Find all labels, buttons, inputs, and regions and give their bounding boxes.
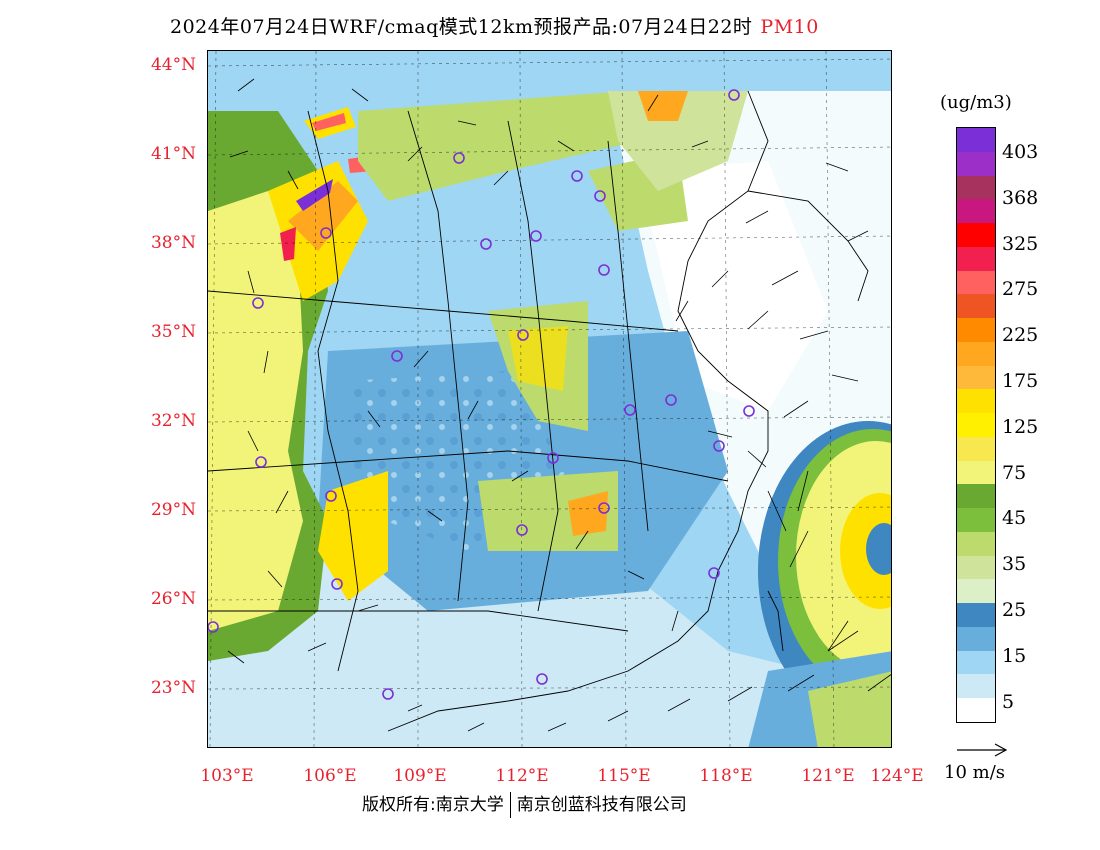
lon-label-121e: 121°E	[801, 766, 855, 786]
title-text: 2024年07月24日WRF/cmaq模式12km预报产品:07月24日22时	[170, 16, 753, 38]
city-markers	[208, 89, 755, 700]
colorbar	[956, 127, 996, 723]
colorbar-segment	[957, 270, 995, 295]
colorbar-segment	[957, 436, 995, 462]
colorbar-segment	[957, 698, 995, 723]
wind-scale-arrow-icon	[957, 743, 1008, 757]
colorbar-segment	[957, 199, 995, 224]
colorbar-segment	[957, 460, 995, 485]
colorbar-segment	[957, 223, 995, 248]
colorbar-label: 45	[1002, 507, 1027, 530]
colorbar-segment	[957, 389, 995, 414]
colorbar-segment	[957, 555, 995, 580]
copyright-left: 版权所有:南京大学	[362, 795, 504, 815]
colorbar-segment	[957, 365, 995, 390]
lon-label-109e: 109°E	[393, 766, 447, 786]
lat-label-35n: 35°N	[150, 322, 196, 342]
lon-label-115e: 115°E	[597, 766, 651, 786]
colorbar-label: 35	[1002, 553, 1027, 576]
colorbar-label: 5	[1002, 690, 1015, 713]
colorbar-segment	[957, 603, 995, 628]
colorbar-segment	[957, 531, 995, 557]
copyright-right: 南京创蓝科技有限公司	[516, 795, 687, 815]
unit-label: (ug/m3)	[940, 92, 1012, 113]
wind-scale-label: 10 m/s	[944, 762, 1005, 783]
colorbar-segment	[957, 175, 995, 200]
colorbar-segment	[957, 626, 995, 652]
colorbar-segment	[957, 508, 995, 533]
lat-label-29n: 29°N	[150, 500, 196, 520]
lat-label-44n: 44°N	[150, 55, 196, 75]
colorbar-segment	[957, 128, 995, 153]
map-title: 2024年07月24日WRF/cmaq模式12km预报产品:07月24日22时 P…	[170, 12, 950, 39]
forecast-map	[207, 50, 892, 748]
colorbar-segment	[957, 650, 995, 675]
colorbar-segment	[957, 413, 995, 438]
colorbar-label: 75	[1002, 461, 1027, 484]
lon-label-103e: 103°E	[200, 766, 254, 786]
colorbar-segment	[957, 484, 995, 509]
colorbar-label: 403	[1002, 141, 1039, 163]
copyright-footer: 版权所有:南京大学 南京创蓝科技有限公司	[362, 790, 687, 818]
colorbar-label: 15	[1002, 644, 1027, 667]
colorbar-label: 25	[1002, 599, 1027, 621]
lon-label-118e: 118°E	[699, 766, 753, 786]
colorbar-label: 225	[1002, 324, 1039, 347]
lat-label-38n: 38°N	[150, 233, 196, 253]
colorbar-segment	[957, 151, 995, 176]
colorbar-label: 125	[1002, 415, 1039, 438]
colorbar-segment	[957, 341, 995, 367]
colorbar-segment	[957, 294, 995, 319]
colorbar-segment	[957, 579, 995, 604]
colorbar-label: 175	[1002, 370, 1039, 392]
colorbar-segment	[957, 674, 995, 699]
colorbar-label: 275	[1002, 278, 1039, 301]
colorbar-segment	[957, 246, 995, 272]
lon-label-124e: 124°E	[870, 766, 924, 786]
colorbar-segment	[957, 318, 995, 343]
lat-label-32n: 32°N	[150, 411, 196, 431]
lat-label-41n: 41°N	[150, 144, 196, 164]
wind-vectors	[227, 78, 891, 732]
lon-label-106e: 106°E	[303, 766, 357, 786]
footer-separator	[509, 792, 511, 818]
lon-label-112e: 112°E	[495, 766, 549, 786]
colorbar-label: 368	[1002, 186, 1039, 209]
concentration-field	[208, 51, 891, 747]
colorbar-label: 325	[1002, 232, 1039, 255]
pollutant-label: PM10	[760, 16, 819, 38]
lat-label-23n: 23°N	[150, 678, 196, 698]
lat-label-26n: 26°N	[150, 589, 196, 609]
